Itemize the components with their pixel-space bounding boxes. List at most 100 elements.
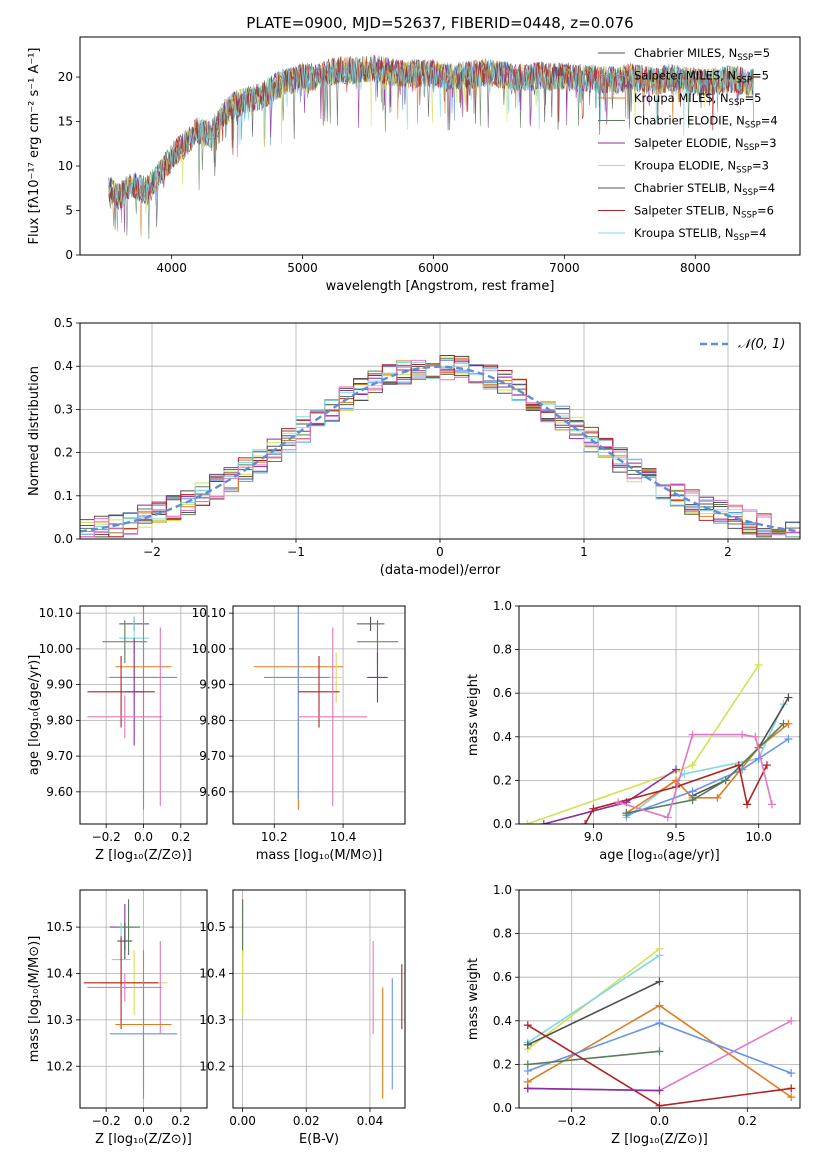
y-tick-label: 15 xyxy=(58,115,73,129)
y-tick-label: 0.4 xyxy=(493,730,512,744)
y-tick-label: 0.4 xyxy=(54,359,73,373)
y-tick-label: 10.3 xyxy=(199,1013,226,1027)
y-tick-label: 0.0 xyxy=(493,817,512,831)
legend-entry: Kroupa MILES, NSSP=5 xyxy=(634,91,761,108)
x-tick-label: 0.02 xyxy=(293,1114,320,1128)
x-tick-label: 4000 xyxy=(156,261,187,275)
x-axis-label: age [log₁₀(age/yr)] xyxy=(599,848,720,863)
panel-massweight_vs_Z: −0.2 0.0 0.2 0.0 0.2 0.4 0.6 0.8 1.0 Z [log₁₀(Z/Z… xyxy=(466,883,801,1147)
y-axis-label: mass [log₁₀(M/M⊙)] xyxy=(27,936,42,1063)
histogram-step xyxy=(80,359,800,538)
data-point xyxy=(655,1001,664,1010)
y-tick-label: 0.6 xyxy=(493,970,512,984)
y-tick-label: 10.00 xyxy=(192,642,226,656)
axes-frame xyxy=(518,889,801,1109)
axes-frame xyxy=(79,322,801,540)
y-tick-label: 0.0 xyxy=(493,1101,512,1115)
x-tick-label: 0.04 xyxy=(357,1114,384,1128)
x-tick-label: 10.4 xyxy=(330,830,357,844)
data-point xyxy=(523,1084,532,1093)
x-tick-label: 7000 xyxy=(549,261,580,275)
y-tick-label: 0.1 xyxy=(54,489,73,503)
data-point xyxy=(787,1084,796,1093)
data-point xyxy=(614,798,623,807)
mass-weight-line xyxy=(527,980,660,1046)
y-tick-label: 0.6 xyxy=(493,686,512,700)
panel-age_vs_mass: 10.2 10.4 9.60 9.70 9.80 9.90 10.00 10.10 mass [… xyxy=(192,605,406,863)
data-point xyxy=(784,693,793,702)
legend-entry: Chabrier STELIB, NSSP=4 xyxy=(634,181,775,198)
y-tick-label: 10.10 xyxy=(39,606,73,620)
y-tick-label: 9.80 xyxy=(46,713,73,727)
axes-frame xyxy=(79,36,801,256)
plot-area xyxy=(108,55,754,240)
x-axis-label: Z [log₁₀(Z/Z⊙)] xyxy=(95,848,192,863)
panel-age_vs_Z: −0.2 0.0 0.2 9.60 9.70 9.80 9.90 10.00 10.10 Z [l… xyxy=(27,605,208,863)
x-tick-label: 10.0 xyxy=(745,830,772,844)
x-tick-label: 6000 xyxy=(418,261,449,275)
x-tick-label: 8000 xyxy=(680,261,711,275)
y-tick-label: 0.3 xyxy=(54,402,73,416)
spectrum-line xyxy=(108,55,754,208)
mass-weight-line xyxy=(527,1050,660,1066)
data-point xyxy=(754,660,763,669)
mass-weight-line xyxy=(626,723,785,814)
y-tick-label: 10 xyxy=(58,159,73,173)
y-tick-label: 0.8 xyxy=(493,643,512,657)
y-axis-label: mass weight xyxy=(466,674,481,756)
y-tick-label: 0.2 xyxy=(54,446,73,460)
x-axis-label: (data-model)/error xyxy=(380,563,501,578)
data-point xyxy=(581,820,590,824)
axes-frame xyxy=(79,605,208,825)
x-tick-label: 9.5 xyxy=(666,830,685,844)
legend-entry: Chabrier ELODIE, NSSP=4 xyxy=(634,114,778,131)
y-tick-label: 20 xyxy=(58,70,73,84)
y-tick-label: 10.5 xyxy=(46,920,73,934)
legend-entry: 𝒩(0, 1) xyxy=(738,337,785,352)
panel-mass_vs_EBV: 0.00 0.02 0.04 10.2 10.3 10.4 10.5 E(B-V) xyxy=(199,889,406,1147)
mass-weight-line xyxy=(692,697,790,797)
figure-title: PLATE=0900, MJD=52637, FIBERID=0448, z=0… xyxy=(246,14,633,32)
y-tick-label: 10.5 xyxy=(199,920,226,934)
data-point xyxy=(523,1040,532,1049)
mass-weight-line xyxy=(527,954,660,1044)
y-tick-label: 0.0 xyxy=(54,532,73,546)
data-point xyxy=(713,793,722,802)
plot-area xyxy=(523,660,793,824)
x-tick-label: 0 xyxy=(436,545,444,559)
x-axis-label: Z [log₁₀(Z/Z⊙)] xyxy=(611,1132,708,1147)
data-point xyxy=(688,796,697,805)
data-point xyxy=(738,730,747,739)
x-axis-label: Z [log₁₀(Z/Z⊙)] xyxy=(95,1132,192,1147)
x-tick-label: 10.2 xyxy=(261,830,288,844)
y-tick-label: 1.0 xyxy=(493,599,512,613)
x-tick-label: 9.0 xyxy=(584,830,603,844)
data-point xyxy=(622,809,631,818)
data-point xyxy=(779,719,788,728)
data-point xyxy=(688,787,697,796)
y-axis-label: Normed distribution xyxy=(27,366,42,496)
y-tick-label: 10.4 xyxy=(199,966,226,980)
y-tick-label: 9.60 xyxy=(46,785,73,799)
plot-area xyxy=(523,944,796,1108)
mass-weight-line xyxy=(527,1087,660,1092)
data-point xyxy=(655,1018,664,1027)
x-tick-label: 1 xyxy=(580,545,588,559)
data-point xyxy=(655,977,664,986)
data-point xyxy=(734,761,743,770)
y-tick-label: 9.70 xyxy=(199,749,226,763)
y-axis-label: mass weight xyxy=(466,958,481,1040)
y-tick-label: 9.90 xyxy=(46,678,73,692)
mass-weight-line xyxy=(527,664,760,824)
y-tick-label: 9.80 xyxy=(199,713,226,727)
data-point xyxy=(767,800,776,809)
plot-area xyxy=(87,606,178,810)
data-point xyxy=(523,1060,532,1069)
histogram-step xyxy=(80,355,800,538)
normal-curve xyxy=(80,365,800,533)
y-tick-label: 5 xyxy=(65,204,73,218)
y-tick-label: 0.2 xyxy=(493,773,512,787)
x-axis-label: mass [log₁₀(M/M⊙)] xyxy=(256,848,383,863)
y-axis-label: Flux [fλ10⁻¹⁷ erg cm⁻² s⁻¹ A⁻¹] xyxy=(27,48,42,245)
